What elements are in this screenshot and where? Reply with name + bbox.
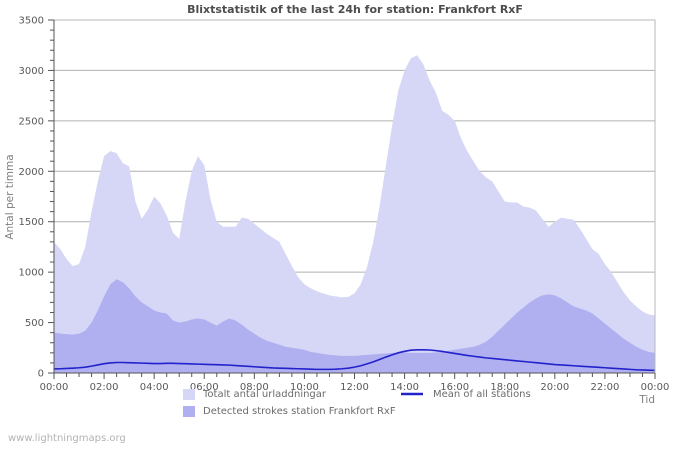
x-tick-label: 20:00 <box>540 382 569 393</box>
x-axis-title: Tid <box>638 394 655 406</box>
legend-label: Totalt antal urladdningar <box>202 389 327 400</box>
series-areas <box>54 55 655 374</box>
x-tick-label: 10:00 <box>290 382 319 393</box>
y-tick-label: 3000 <box>19 66 44 77</box>
x-tick-label: 08:00 <box>240 382 269 393</box>
y-axis-ticks: 0 500 1000 1500 2000 2500 3000 3500 <box>19 16 54 380</box>
x-tick-label: 16:00 <box>440 382 469 393</box>
page-title: Blixtstatistik of the last 24h for stati… <box>187 3 523 16</box>
x-tick-label: 00:00 <box>641 382 670 393</box>
series-area <box>54 279 655 373</box>
series-area <box>54 55 655 374</box>
y-tick-label: 3500 <box>19 16 44 27</box>
y-axis-title: Antal per timma <box>4 154 16 239</box>
watermark-label: www.lightningmaps.org <box>8 433 126 444</box>
series-lines <box>53 349 656 372</box>
x-tick-label: 18:00 <box>490 382 519 393</box>
legend-label: Detected strokes station Frankfort RxF <box>203 406 396 417</box>
legend-swatch <box>183 389 195 400</box>
y-tick-label: 0 <box>38 369 44 380</box>
y-tick-label: 500 <box>25 318 44 329</box>
y-tick-label: 2500 <box>19 116 44 127</box>
series-line <box>53 349 656 372</box>
x-tick-label: 02:00 <box>90 382 119 393</box>
x-tick-label: 12:00 <box>340 382 369 393</box>
y-tick-label: 2000 <box>19 167 44 178</box>
legend-swatch <box>183 406 195 417</box>
x-tick-label: 00:00 <box>40 382 69 393</box>
x-tick-label: 04:00 <box>140 382 169 393</box>
legend-label: Mean of all stations <box>433 389 531 400</box>
y-tick-label: 1000 <box>19 268 44 279</box>
x-tick-label: 22:00 <box>591 382 620 393</box>
y-tick-label: 1500 <box>19 217 44 228</box>
x-tick-label: 14:00 <box>390 382 419 393</box>
x-axis-ticks: 00:00 02:00 04:00 06:00 08:00 10:00 12:00 14:00… <box>40 373 670 393</box>
chart-legend: Totalt antal urladdningar Detected stroke… <box>183 389 531 417</box>
x-tick-label: 06:00 <box>190 382 219 393</box>
